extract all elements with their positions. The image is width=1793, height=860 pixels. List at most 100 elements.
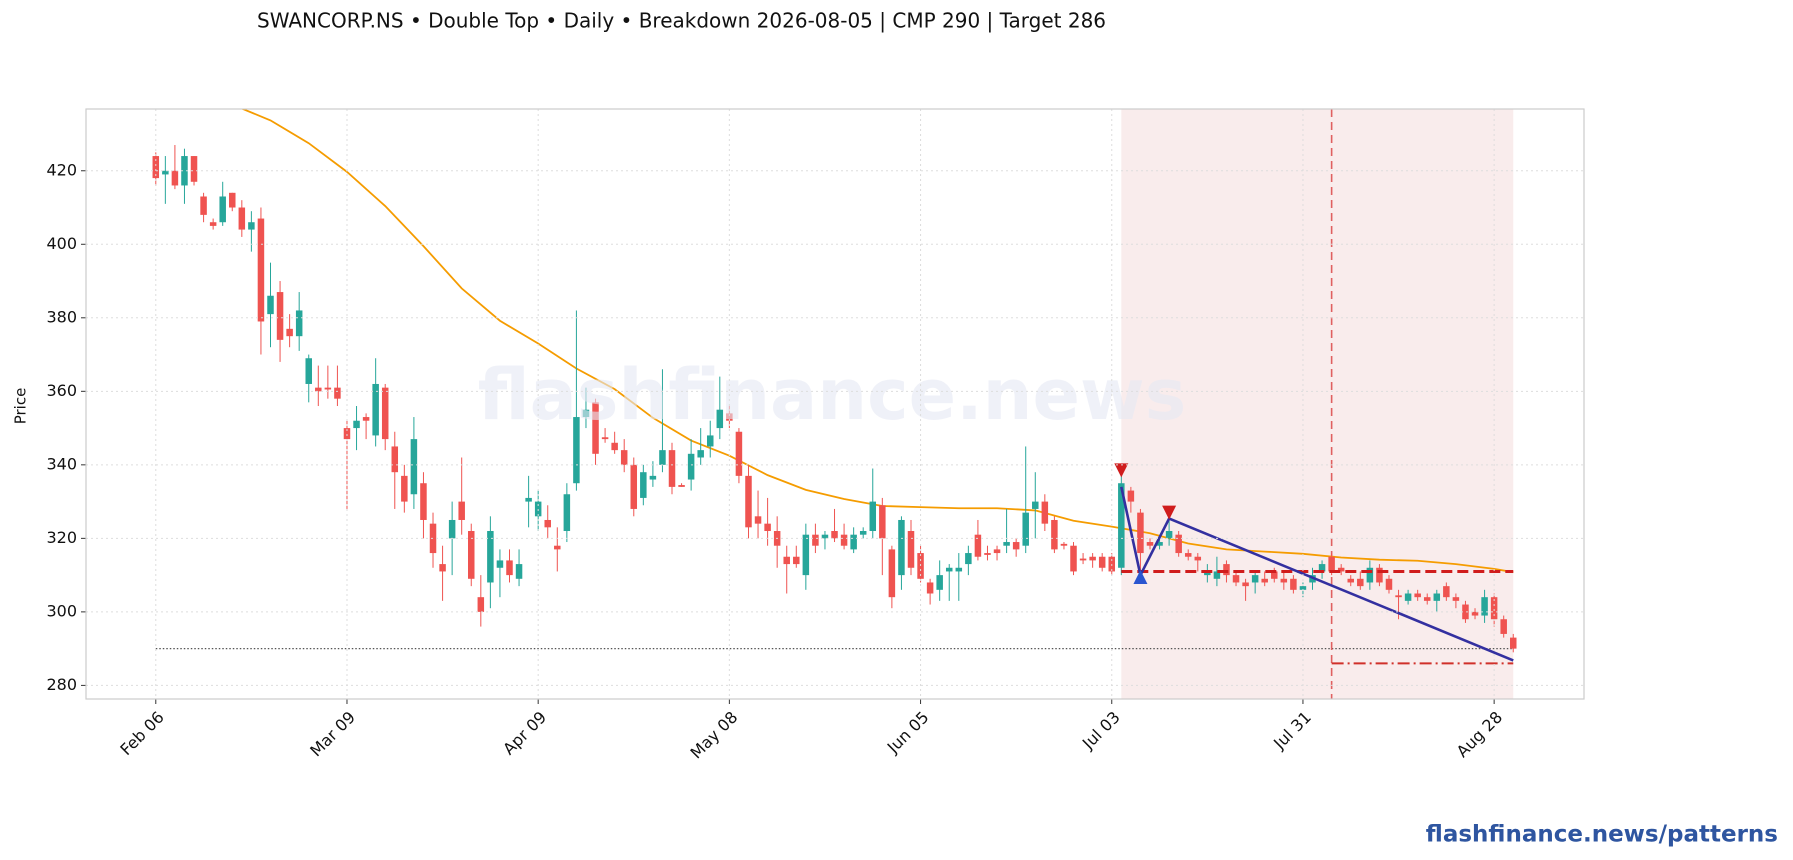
candle-body [821,534,829,539]
candle-body [1098,556,1106,568]
candle-body [1213,571,1221,579]
candle-body [1242,582,1249,587]
candle-body [888,549,896,598]
candle-body [745,475,752,528]
x-tick-label: Apr 09 [499,708,550,759]
y-tick-label: 360 [46,381,77,400]
candle-body [305,358,312,384]
x-tick-label: Feb 06 [116,708,167,759]
candle-body [295,310,303,337]
pattern-zone [1121,109,1514,699]
candle-body [468,531,475,579]
candle-body [649,475,657,480]
candle-body [1165,531,1173,539]
candle-body [1127,490,1135,502]
candle-body [630,464,638,509]
candle-body [219,196,226,223]
candle-body [840,534,848,546]
candle-body [496,560,504,568]
candle-body [620,450,628,465]
candle-body [1471,611,1479,616]
candle-body [1347,578,1354,583]
candle-body [1032,501,1039,509]
candle-body [362,417,370,421]
candle-body [1261,578,1268,583]
candle-body [1500,619,1507,634]
candle-body [343,428,351,440]
candle-body [735,431,743,476]
candle-body [668,450,676,487]
candle-body [1290,578,1297,590]
candle-body [1395,595,1402,598]
peak-marker [1114,463,1129,478]
y-tick-label: 380 [46,307,77,326]
candle-body [544,519,551,528]
y-tick-label: 420 [46,160,77,179]
chart-title: SWANCORP.NS • Double Top • Daily • Break… [257,9,1106,33]
candle-body [764,523,771,532]
candle-body [324,387,332,390]
candle-body [506,560,513,576]
candle-body [267,295,274,315]
candle-body [1204,571,1211,576]
candle-body [716,409,724,429]
y-tick-label: 340 [46,454,77,473]
x-tick-label: Jul 03 [1078,708,1124,754]
candle-body [229,192,236,208]
candle-body [238,207,246,230]
candle-body [611,442,618,451]
footer-link: flashfinance.news/patterns [1426,822,1778,848]
candle-body [869,501,877,532]
candle-body [1251,575,1259,583]
candle-body [1299,586,1307,590]
candle-body [391,446,399,473]
candle-body [152,156,160,179]
candle-body [678,485,685,487]
candle-body [190,156,198,182]
plot-frame [85,108,1585,700]
candle-body [1223,564,1230,576]
candle-body [879,505,886,539]
candle-body [1089,556,1096,561]
candle-body [907,531,915,568]
candle-body [687,453,695,480]
candle-body [1376,567,1383,583]
candle-body [410,439,418,495]
candle-body [1184,553,1192,557]
candle-body [1433,593,1441,601]
candle-body [945,567,953,572]
x-tick-label: Aug 28 [1453,708,1507,762]
x-tick-label: May 08 [687,708,742,763]
candle-body [573,417,580,484]
candle-body [458,501,465,520]
candle-body [477,597,485,612]
candle-body [1462,604,1469,620]
candle-body [936,575,943,590]
candle-body [812,534,819,546]
candle-body [582,409,590,418]
candle-body [1271,571,1278,579]
candle-body [926,582,934,594]
candle-body [793,556,800,565]
candle-body [429,523,437,554]
candle-body [257,218,265,322]
candle-body [276,292,284,340]
x-tick-label: Mar 09 [306,708,359,761]
y-tick-label: 280 [46,675,77,694]
candle-body [209,222,217,226]
candle-body [401,475,408,502]
candle-body [754,516,762,524]
candle-body [726,413,733,421]
trough-marker [1133,569,1148,584]
peak-marker [1162,505,1177,520]
candle-body [1137,512,1144,554]
candle-body [1051,519,1058,550]
candle-body [850,534,857,550]
candle-body [487,531,494,583]
candle-body [334,387,341,399]
candle-body [601,437,609,440]
candle-body [1404,593,1412,601]
candle-body [1423,597,1431,601]
plot-area: flashfinance.news 280 300 320 340 360 380 400 42… [46,108,1585,763]
